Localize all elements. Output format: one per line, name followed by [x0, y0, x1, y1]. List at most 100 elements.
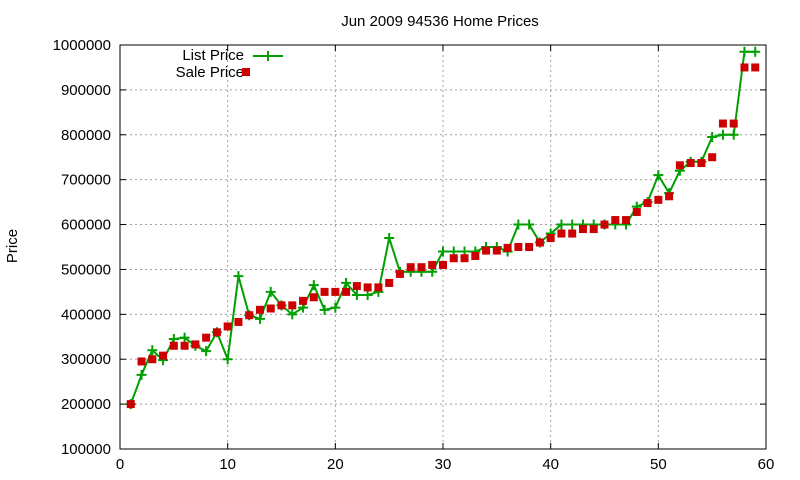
sale-price-point [374, 283, 383, 292]
y-tick-label: 400000 [61, 306, 111, 323]
sale-price-point [503, 243, 512, 252]
sale-price-point [708, 153, 717, 162]
sale-price-point [255, 305, 264, 314]
sale-price-point [697, 159, 706, 168]
sale-price-point [342, 287, 351, 296]
sale-price-point [245, 311, 254, 320]
sale-price-point [352, 282, 361, 291]
sale-price-point [148, 355, 157, 364]
list-price-point [438, 246, 448, 257]
sale-price-point [568, 229, 577, 238]
list-price-point [739, 46, 750, 57]
sale-price-point [406, 263, 415, 272]
x-tick-label: 30 [435, 456, 452, 473]
y-tick-label: 700000 [61, 172, 111, 189]
sale-price-point [482, 246, 491, 255]
list-price-point [653, 170, 664, 181]
sale-price-point [611, 216, 620, 225]
sale-price-point [439, 260, 447, 269]
sale-price-point [449, 254, 458, 263]
list-price-point [567, 219, 578, 230]
sale-price-point [320, 287, 329, 296]
sale-price-point [331, 287, 340, 296]
list-price-point [341, 277, 352, 288]
x-tick-label: 60 [758, 456, 775, 473]
sale-price-point [460, 254, 469, 263]
list-price-point [362, 290, 373, 301]
list-price-point [556, 219, 567, 230]
list-price-point [750, 46, 761, 57]
plot-series [125, 46, 761, 410]
sale-price-point [223, 322, 232, 331]
legend-label-sale-price: Sale Price [176, 64, 244, 81]
chart-title: Jun 2009 94536 Home Prices [341, 13, 539, 30]
list-price-point [201, 346, 212, 357]
sale-price-point [675, 161, 684, 170]
sale-price-point [385, 278, 394, 287]
list-price-point [717, 129, 728, 140]
sale-price-point [137, 357, 146, 366]
y-tick-label: 500000 [61, 261, 111, 278]
sale-price-point [417, 263, 426, 272]
sale-price-point [589, 225, 598, 234]
legend: List Price Sale Price [176, 47, 283, 81]
legend-label-list-price: List Price [182, 47, 244, 64]
sale-price-point [299, 296, 308, 305]
y-tick-label: 600000 [61, 217, 111, 234]
sale-price-point [169, 341, 178, 350]
sale-price-point [546, 234, 555, 243]
y-tick-label: 1000000 [53, 37, 111, 54]
sale-price-point [234, 317, 243, 326]
y-tick-label: 100000 [61, 441, 111, 458]
sale-price-point [665, 192, 674, 201]
y-axis-label: Price [4, 229, 21, 263]
x-tick-label: 10 [219, 456, 236, 473]
sale-price-point [525, 243, 534, 251]
list-price-point [384, 233, 395, 244]
sale-price-point [202, 333, 211, 342]
list-price-point [147, 345, 158, 356]
sale-price-point [740, 63, 749, 72]
sale-price-point [535, 238, 544, 247]
sale-price-point [288, 301, 297, 310]
axes: 0 10 20 30 40 50 60 100000 200000 300000 400000 500… [53, 37, 775, 473]
y-tick-label: 900000 [61, 82, 111, 99]
list-price-point [513, 219, 524, 230]
list-price-point [265, 286, 276, 297]
list-price-point [179, 332, 190, 343]
sale-price-point [277, 301, 286, 310]
list-price-point [287, 309, 298, 320]
legend-marker-list-price [263, 51, 273, 61]
list-price-point [330, 302, 341, 313]
x-tick-label: 20 [327, 456, 344, 473]
list-price-point [319, 304, 330, 315]
list-price-point [351, 290, 362, 301]
x-tick-label: 50 [650, 456, 667, 473]
sale-price-point [126, 400, 135, 409]
list-price-point [254, 313, 265, 324]
y-tick-label: 800000 [61, 127, 111, 144]
y-tick-label: 300000 [61, 351, 111, 368]
sale-price-point [686, 159, 695, 168]
sale-price-point [266, 304, 275, 313]
sale-price-point [600, 220, 609, 229]
sale-price-point [159, 351, 168, 360]
list-price-point [308, 280, 319, 291]
sale-price-point [514, 243, 523, 251]
sale-price-point [654, 195, 663, 204]
list-price-point [233, 271, 244, 282]
x-tick-label: 40 [542, 456, 559, 473]
sale-price-point [632, 207, 641, 216]
sale-price-point [578, 225, 587, 234]
sale-price-point [191, 340, 200, 349]
sale-price-point [751, 63, 760, 72]
sale-price-point [363, 283, 372, 292]
sale-price-point [718, 119, 727, 128]
sale-price-point [395, 269, 404, 278]
sale-price-point [471, 251, 480, 260]
list-price-point [524, 219, 535, 230]
list-price-point [707, 132, 718, 143]
sale-price-point [622, 216, 631, 225]
sale-price-point [492, 246, 501, 255]
